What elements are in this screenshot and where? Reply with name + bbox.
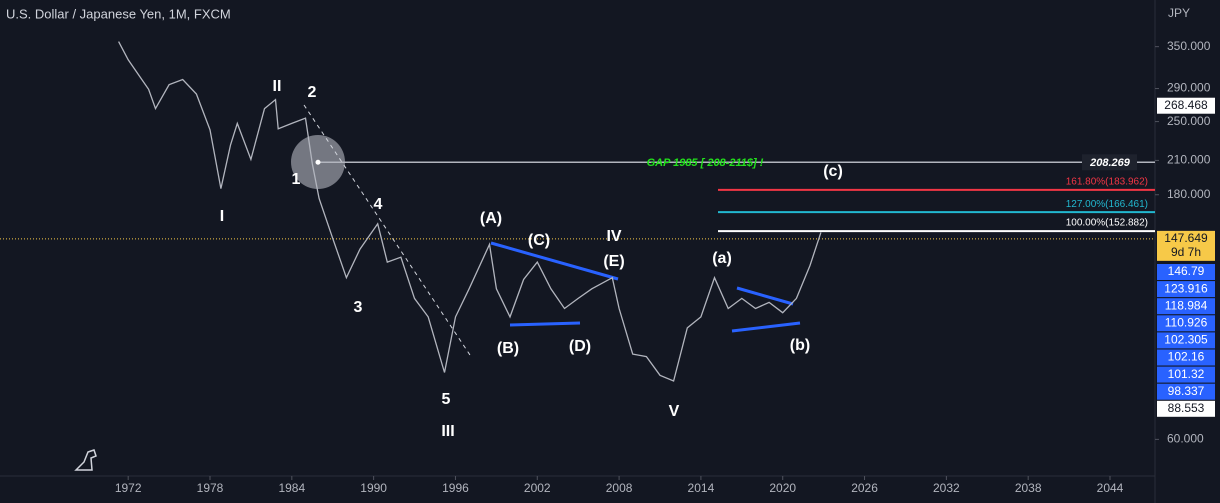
price-label: 102.16 [1168,350,1205,364]
x-tick-label: 1984 [278,481,305,495]
price-label: 123.916 [1164,281,1208,295]
wave-label: III [441,423,454,440]
wave-label: (E) [603,253,624,270]
x-tick-label: 1972 [115,481,142,495]
countdown: 9d 7h [1171,245,1201,259]
gap-price: 208.269 [1089,157,1131,169]
y-tick-label: 210.000 [1167,153,1211,167]
wave-label: 3 [354,299,363,316]
fib-label: 161.80%(183.962) [1066,177,1148,188]
x-tick-label: 1996 [442,481,469,495]
wave-label: IV [606,228,621,245]
x-tick-label: 2014 [688,481,715,495]
x-tick-label: 1978 [197,481,224,495]
wave-label: II [273,78,282,95]
price-label-box [1157,264,1215,280]
price-label: 101.32 [1168,367,1205,381]
wave-label: (C) [528,232,550,249]
wave-label: V [669,403,680,420]
price-label: 118.984 [1165,298,1208,312]
logo [74,449,97,471]
x-tick-label: 2038 [1015,481,1042,495]
x-tick-label: 2044 [1097,481,1124,495]
price-label-box [1157,400,1215,417]
y-tick-label: 60.000 [1167,432,1204,446]
fib-label: 127.00%(166.461) [1066,199,1148,210]
currency-label: JPY [1168,6,1190,20]
price-label-box [1157,332,1215,349]
wave-label: 1 [292,171,301,188]
wave-label: 2 [308,84,317,101]
price-label-box [1157,298,1215,315]
trend-line [303,104,471,356]
chart-title: U.S. Dollar / Japanese Yen, 1M, FXCM [6,6,231,21]
x-tick-label: 2032 [933,481,960,495]
current-price: 147.649 [1164,231,1208,245]
wave-label: (c) [823,163,843,180]
wave-label: 4 [374,196,383,213]
x-tick-label: 2002 [524,481,551,495]
wave-label: (a) [712,250,732,267]
x-tick-label: 1990 [360,481,387,495]
wave-label: (b) [790,337,810,354]
price-label: 102.305 [1164,333,1208,347]
trend-line [736,286,794,306]
wave-label: (D) [569,338,591,355]
wave-label: (A) [480,210,502,227]
price-label-box [1157,315,1215,332]
wave-label: I [220,208,224,225]
price-label: 110.926 [1165,315,1208,329]
triangle-lines [490,241,801,333]
x-tick-label: 2026 [851,481,878,495]
price-line [118,41,822,382]
fib-label: 100.00%(152.882) [1066,218,1148,229]
gap-price-box [1082,154,1137,171]
price-label-box [1157,383,1215,400]
price-label: 88.553 [1168,401,1205,415]
price-label: 98.337 [1168,384,1205,398]
y-tick-label: 290.000 [1167,81,1211,95]
wave-label: (B) [497,340,519,357]
x-tick-label: 2008 [606,481,633,495]
gap-anchor [315,159,321,165]
trend-line [731,321,801,333]
price-label: 146.79 [1168,264,1205,278]
trend-line [509,321,581,327]
price-label: 268.468 [1164,98,1208,112]
x-tick-label: 2020 [769,481,796,495]
trend-line [490,241,619,281]
price-label-box [1157,349,1215,366]
price-label-box [1157,281,1215,298]
y-tick-label: 180.000 [1167,187,1211,201]
gap-label: GAP 1985 [ 208-211$] ! [647,157,764,169]
price-label-box [1157,366,1215,383]
price-label-box [1157,97,1215,114]
y-tick-label: 350.000 [1167,39,1211,53]
y-tick-label: 250.000 [1167,114,1211,128]
current-price-box [1157,230,1215,261]
wave-label: 5 [442,391,451,408]
